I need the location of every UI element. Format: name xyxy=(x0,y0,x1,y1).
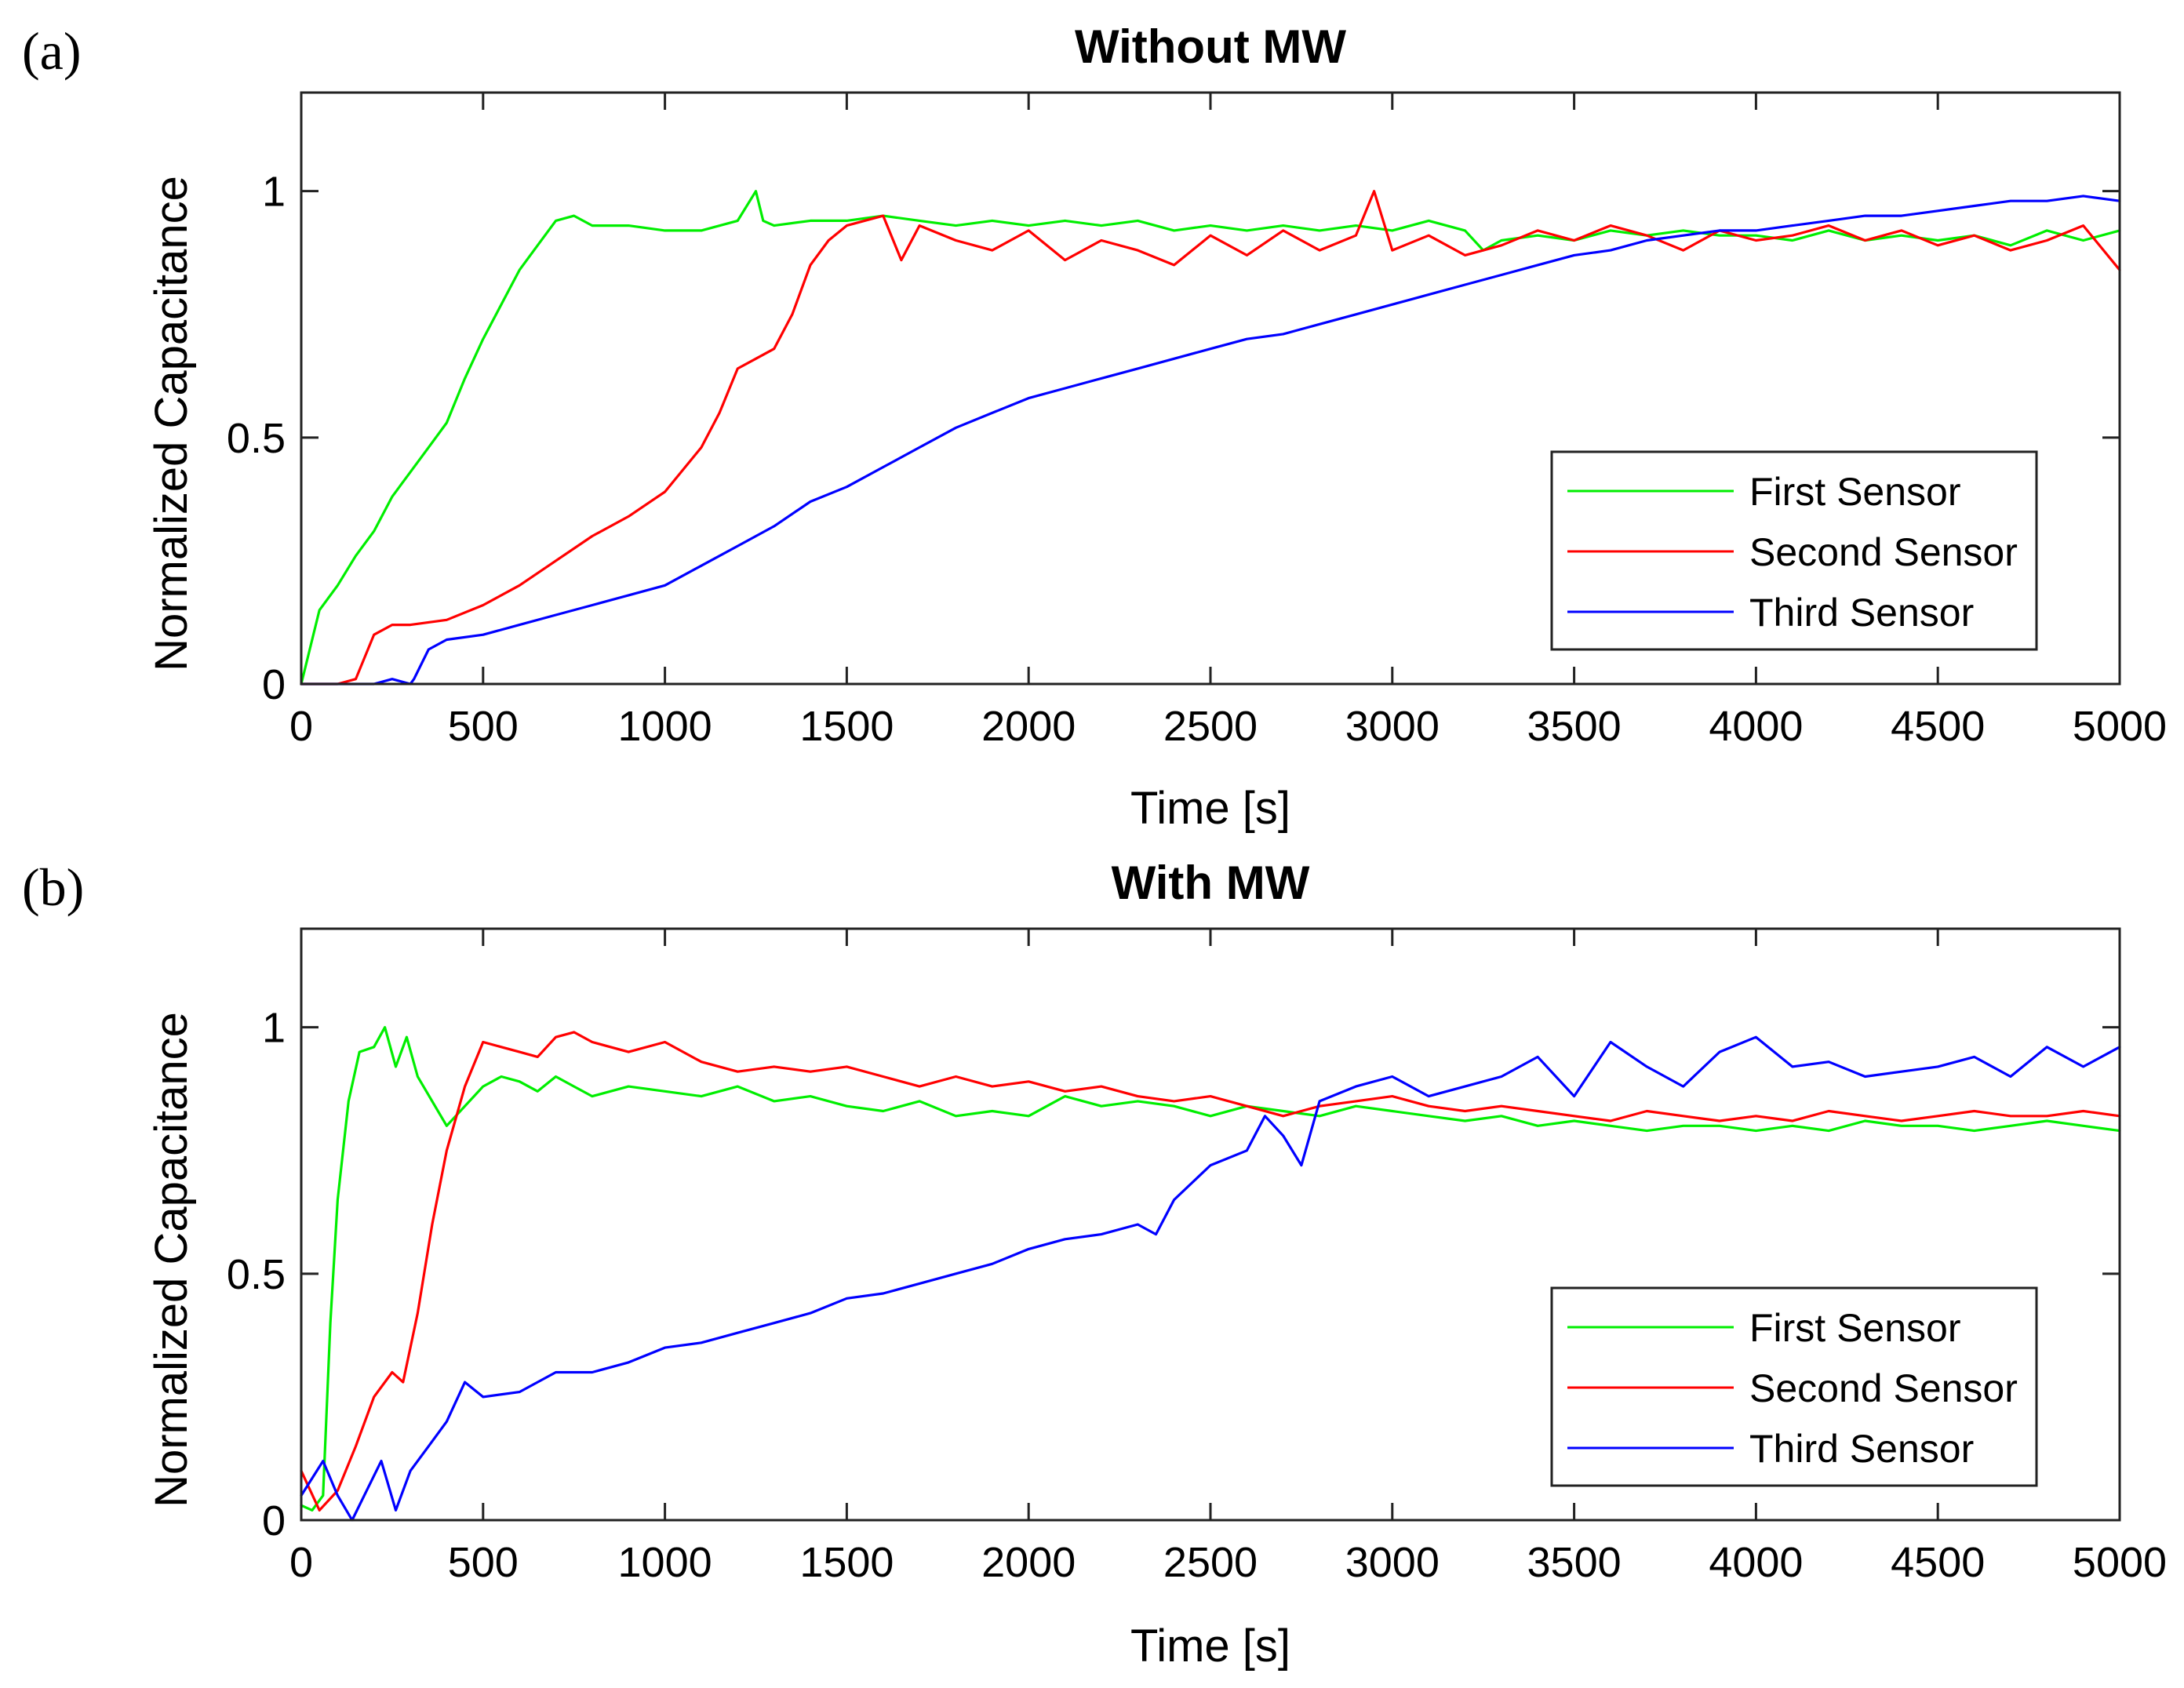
panel-a: (a) Without MW Time [s] Normalized Capac… xyxy=(22,20,2167,834)
legend-label-first-b: First Sensor xyxy=(1749,1306,1961,1350)
y-tick-label-b: 0 xyxy=(262,1497,286,1544)
series-line-first-sensor-a xyxy=(300,190,2121,686)
y-axis-label-b: Normalized Capacitance xyxy=(146,1012,197,1508)
x-tick-label-b: 2000 xyxy=(981,1539,1076,1586)
x-tick-label-a: 2500 xyxy=(1163,703,1258,750)
x-tick-label-b: 2500 xyxy=(1163,1539,1258,1586)
legend-label-third-a: Third Sensor xyxy=(1749,591,1974,635)
x-tick-label-a: 4500 xyxy=(1891,703,1985,750)
y-tick-label-a: 1 xyxy=(262,169,286,216)
chart-title-a: Without MW xyxy=(1075,20,1346,73)
panel-label-b: (b) xyxy=(22,857,84,917)
y-tick-label-b: 0.5 xyxy=(227,1251,286,1298)
legend-a: First Sensor Second Sensor Third Sensor xyxy=(1550,450,2038,651)
series-line-second-sensor-b xyxy=(300,1031,2121,1512)
x-tick-label-b: 0 xyxy=(289,1539,313,1586)
x-tick-label-a: 3500 xyxy=(1527,703,1622,750)
panel-b: (b) With MW Time [s] Normalized Capacita… xyxy=(22,857,2167,1672)
legend-label-first-a: First Sensor xyxy=(1749,470,1961,514)
x-tick-label-b: 4000 xyxy=(1709,1539,1803,1586)
x-tick-label-a: 3000 xyxy=(1345,703,1440,750)
legend-label-second-b: Second Sensor xyxy=(1749,1366,2018,1410)
series-line-first-sensor-b xyxy=(300,1026,2121,1512)
panel-label-a: (a) xyxy=(22,21,81,81)
x-tick-label-a: 2000 xyxy=(981,703,1076,750)
x-tick-label-a: 1000 xyxy=(618,703,712,750)
x-tick-label-a: 0 xyxy=(289,703,313,750)
legend-label-third-b: Third Sensor xyxy=(1749,1427,1974,1471)
x-tick-label-b: 4500 xyxy=(1891,1539,1985,1586)
x-tick-label-a: 1500 xyxy=(799,703,894,750)
x-tick-label-b: 500 xyxy=(448,1539,519,1586)
x-tick-label-b: 3000 xyxy=(1345,1539,1440,1586)
x-axis-label-b: Time [s] xyxy=(1130,1621,1290,1672)
y-tick-label-a: 0.5 xyxy=(227,415,286,462)
x-tick-label-a: 5000 xyxy=(2073,703,2167,750)
x-tick-label-b: 1500 xyxy=(799,1539,894,1586)
x-tick-label-b: 5000 xyxy=(2073,1539,2167,1586)
y-tick-label-b: 1 xyxy=(262,1005,286,1052)
x-tick-label-a: 4000 xyxy=(1709,703,1803,750)
y-tick-label-a: 0 xyxy=(262,661,286,708)
plot-area-b: 0 500 1000 1500 2000 2500 3000 3500 4000 4500 5000… xyxy=(227,927,2167,1586)
legend-label-second-a: Second Sensor xyxy=(1749,530,2018,574)
series-line-third-sensor-a xyxy=(300,195,2121,686)
x-axis-label-a: Time [s] xyxy=(1130,783,1290,834)
x-tick-label-b: 1000 xyxy=(618,1539,712,1586)
x-tick-label-a: 500 xyxy=(448,703,519,750)
chart-title-b: With MW xyxy=(1112,857,1310,909)
plot-area-a: 0 500 1000 1500 2000 2500 3000 3500 4000 4500 5000… xyxy=(227,91,2167,750)
series-line-third-sensor-b xyxy=(300,1035,2121,1522)
x-tick-label-b: 3500 xyxy=(1527,1539,1622,1586)
y-axis-label-a: Normalized Capacitance xyxy=(146,176,197,671)
legend-b: First Sensor Second Sensor Third Sensor xyxy=(1550,1286,2038,1487)
series-line-second-sensor-a xyxy=(300,190,2121,686)
